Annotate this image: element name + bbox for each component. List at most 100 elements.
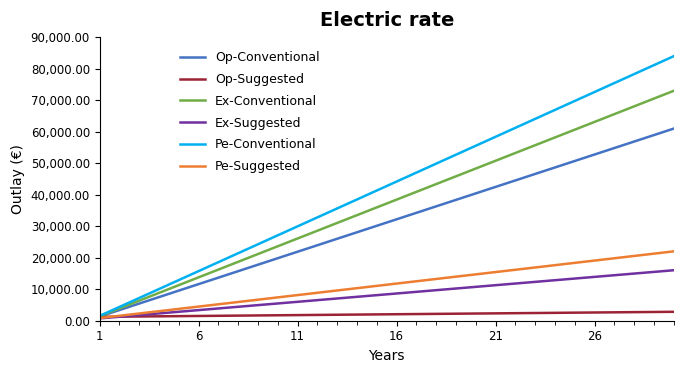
Pe-Suggested [472,272,480,277]
Pe-Conventional [492,135,500,139]
Pe-Suggested [313,291,321,295]
Op-Conventional [274,256,282,260]
Op-Conventional [472,191,480,196]
Pe-Suggested [571,261,579,265]
Ex-Conventional [155,291,163,295]
Op-Suggested [333,313,341,317]
Op-Conventional [590,152,599,157]
Op-Suggested [234,313,242,318]
Line: Ex-Conventional: Ex-Conventional [99,91,674,316]
Pe-Suggested [155,309,163,313]
Pe-Suggested [294,293,302,297]
Ex-Conventional [175,283,183,287]
Ex-Suggested [135,313,143,317]
Pe-Conventional [353,197,361,202]
Pe-Conventional [630,72,638,76]
Ex-Conventional [670,89,678,93]
Ex-Suggested [393,291,401,296]
Op-Conventional [155,295,163,299]
Ex-Conventional [452,174,460,178]
Pe-Conventional [590,90,599,94]
Line: Ex-Suggested: Ex-Suggested [99,270,674,318]
Legend: Op-Conventional, Op-Suggested, Ex-Conventional, Ex-Suggested, Pe-Conventional, P: Op-Conventional, Op-Suggested, Ex-Conven… [175,46,325,178]
Ex-Conventional [512,151,520,155]
Ex-Suggested [175,310,183,314]
Op-Conventional [551,165,559,170]
Ex-Suggested [670,268,678,273]
Pe-Suggested [630,254,638,258]
Pe-Conventional [373,188,381,193]
Ex-Suggested [214,306,223,311]
Op-Conventional [254,263,262,267]
Ex-Suggested [590,275,599,279]
Ex-Conventional [195,275,203,280]
Pe-Conventional [214,260,223,264]
Pe-Suggested [115,313,123,318]
Ex-Suggested [412,289,421,294]
Op-Suggested [135,314,143,319]
Op-Conventional [610,146,619,150]
Op-Suggested [195,314,203,318]
Op-Suggested [571,310,579,315]
Title: Electric rate: Electric rate [320,11,454,30]
Ex-Conventional [432,182,440,186]
Ex-Suggested [452,286,460,291]
Ex-Suggested [512,281,520,286]
Ex-Conventional [610,112,619,116]
Pe-Conventional [155,287,163,291]
Op-Conventional [135,301,143,306]
Pe-Suggested [393,281,401,286]
Line: Op-Conventional: Op-Conventional [99,129,674,316]
Ex-Suggested [115,315,123,319]
Op-Suggested [175,314,183,318]
Pe-Suggested [373,283,381,288]
Pe-Conventional [254,242,262,246]
Ex-Conventional [234,260,242,264]
Pe-Suggested [452,275,460,279]
Pe-Suggested [590,258,599,263]
Ex-Conventional [294,236,302,241]
Op-Suggested [313,313,321,317]
Op-Conventional [512,178,520,183]
Op-Suggested [650,310,658,314]
Op-Suggested [610,310,619,315]
Ex-Conventional [353,213,361,217]
Pe-Conventional [195,269,203,273]
Ex-Conventional [590,120,599,124]
Op-Conventional [195,282,203,286]
Op-Conventional [214,275,223,280]
Op-Conventional [294,249,302,254]
Line: Pe-Suggested: Pe-Suggested [99,251,674,318]
Pe-Conventional [512,126,520,130]
Op-Conventional [492,185,500,189]
Op-Suggested [452,312,460,316]
Pe-Conventional [551,108,559,112]
Pe-Conventional [571,99,579,103]
Ex-Conventional [333,221,341,225]
Op-Suggested [373,312,381,317]
Op-Conventional [571,159,579,163]
Op-Conventional [393,217,401,221]
Op-Suggested [274,313,282,318]
Op-Suggested [551,310,559,315]
Ex-Conventional [95,314,103,318]
Pe-Conventional [294,224,302,229]
Ex-Conventional [135,298,143,303]
Op-Suggested [214,313,223,318]
Pe-Suggested [551,263,559,267]
Ex-Conventional [373,205,381,209]
Op-Suggested [294,313,302,318]
Op-Conventional [650,133,658,137]
Ex-Suggested [195,308,203,312]
Ex-Suggested [650,270,658,274]
Pe-Conventional [313,215,321,220]
Op-Conventional [353,230,361,234]
Pe-Conventional [670,54,678,58]
Op-Conventional [175,288,183,293]
Ex-Conventional [214,267,223,272]
Pe-Suggested [512,267,520,272]
Op-Conventional [452,197,460,202]
Op-Suggested [95,315,103,319]
Ex-Suggested [333,296,341,301]
Pe-Suggested [412,279,421,283]
